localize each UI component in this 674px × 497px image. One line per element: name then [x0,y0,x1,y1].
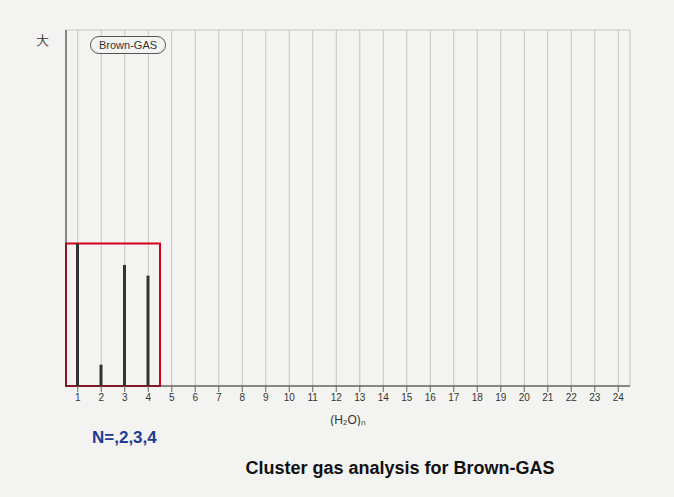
svg-text:20: 20 [519,392,531,403]
svg-text:13: 13 [354,392,366,403]
svg-text:16: 16 [425,392,437,403]
svg-text:5: 5 [169,392,175,403]
html-text:Brown-GAS: Brown-GAS [99,39,158,51]
svg-text:8: 8 [239,392,245,403]
svg-text:23: 23 [589,392,601,403]
svg-text:15: 15 [401,392,413,403]
svg-text:1: 1 [75,392,81,403]
svg-text:大: 大 [36,33,49,48]
svg-text:19: 19 [495,392,507,403]
svg-text:11: 11 [308,392,319,403]
svg-text:22: 22 [566,392,578,403]
svg-text:3: 3 [122,392,128,403]
html-text:N=,2,3,4: N=,2,3,4 [92,428,157,447]
svg-text:10: 10 [284,392,296,403]
svg-text:24: 24 [613,392,625,403]
svg-text:6: 6 [192,392,198,403]
svg-text:18: 18 [472,392,484,403]
svg-text:(H₂O)ₙ: (H₂O)ₙ [330,413,366,426]
svg-text:2: 2 [98,392,104,403]
svg-text:7: 7 [216,392,222,403]
svg-text:4: 4 [145,392,151,403]
svg-text:17: 17 [448,392,460,403]
svg-text:21: 21 [542,392,554,403]
svg-text:12: 12 [331,392,343,403]
svg-text:9: 9 [263,392,269,403]
svg-text:14: 14 [378,392,390,403]
html-text:Cluster gas analysis for Brown: Cluster gas analysis for Brown-GAS [245,458,555,478]
